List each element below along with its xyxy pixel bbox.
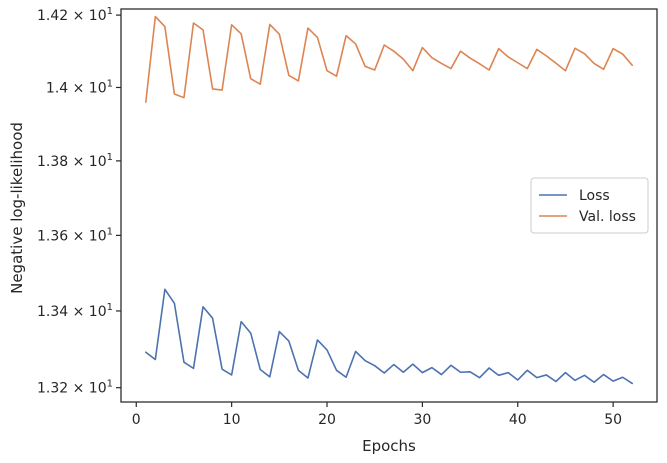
x-tick-label: 30 [413,412,431,428]
x-tick-label: 20 [318,412,336,428]
y-tick-label: 1.4 × 101 [46,78,113,96]
plot-frame [120,8,658,403]
y-tick-label: 1.32 × 101 [37,379,113,397]
legend-label-loss: Loss [579,188,610,204]
series-line-loss [145,288,634,385]
y-tick-label: 1.42 × 101 [37,6,113,24]
y-tick-label: 1.34 × 101 [37,302,113,320]
x-tick-label: 10 [223,412,241,428]
x-axis: 0 10 20 30 40 50 [132,402,622,428]
legend: Loss Val. loss [530,177,649,234]
series-line-val-loss [145,15,634,103]
legend-box [530,177,649,234]
y-tick-label: 1.36 × 101 [37,226,113,244]
x-tick-label: 40 [509,412,527,428]
x-tick-label: 0 [132,412,141,428]
y-axis-label: Negative log-likelihood [8,122,26,294]
series-layer [145,15,634,385]
legend-label-val-loss: Val. loss [579,209,636,225]
x-axis-label: Epochs [362,437,416,455]
y-axis: 1.32 × 101 1.34 × 101 1.36 × 101 1.38 × 101… [37,6,121,397]
x-tick-label: 50 [604,412,622,428]
y-tick-label: 1.38 × 101 [37,152,113,170]
